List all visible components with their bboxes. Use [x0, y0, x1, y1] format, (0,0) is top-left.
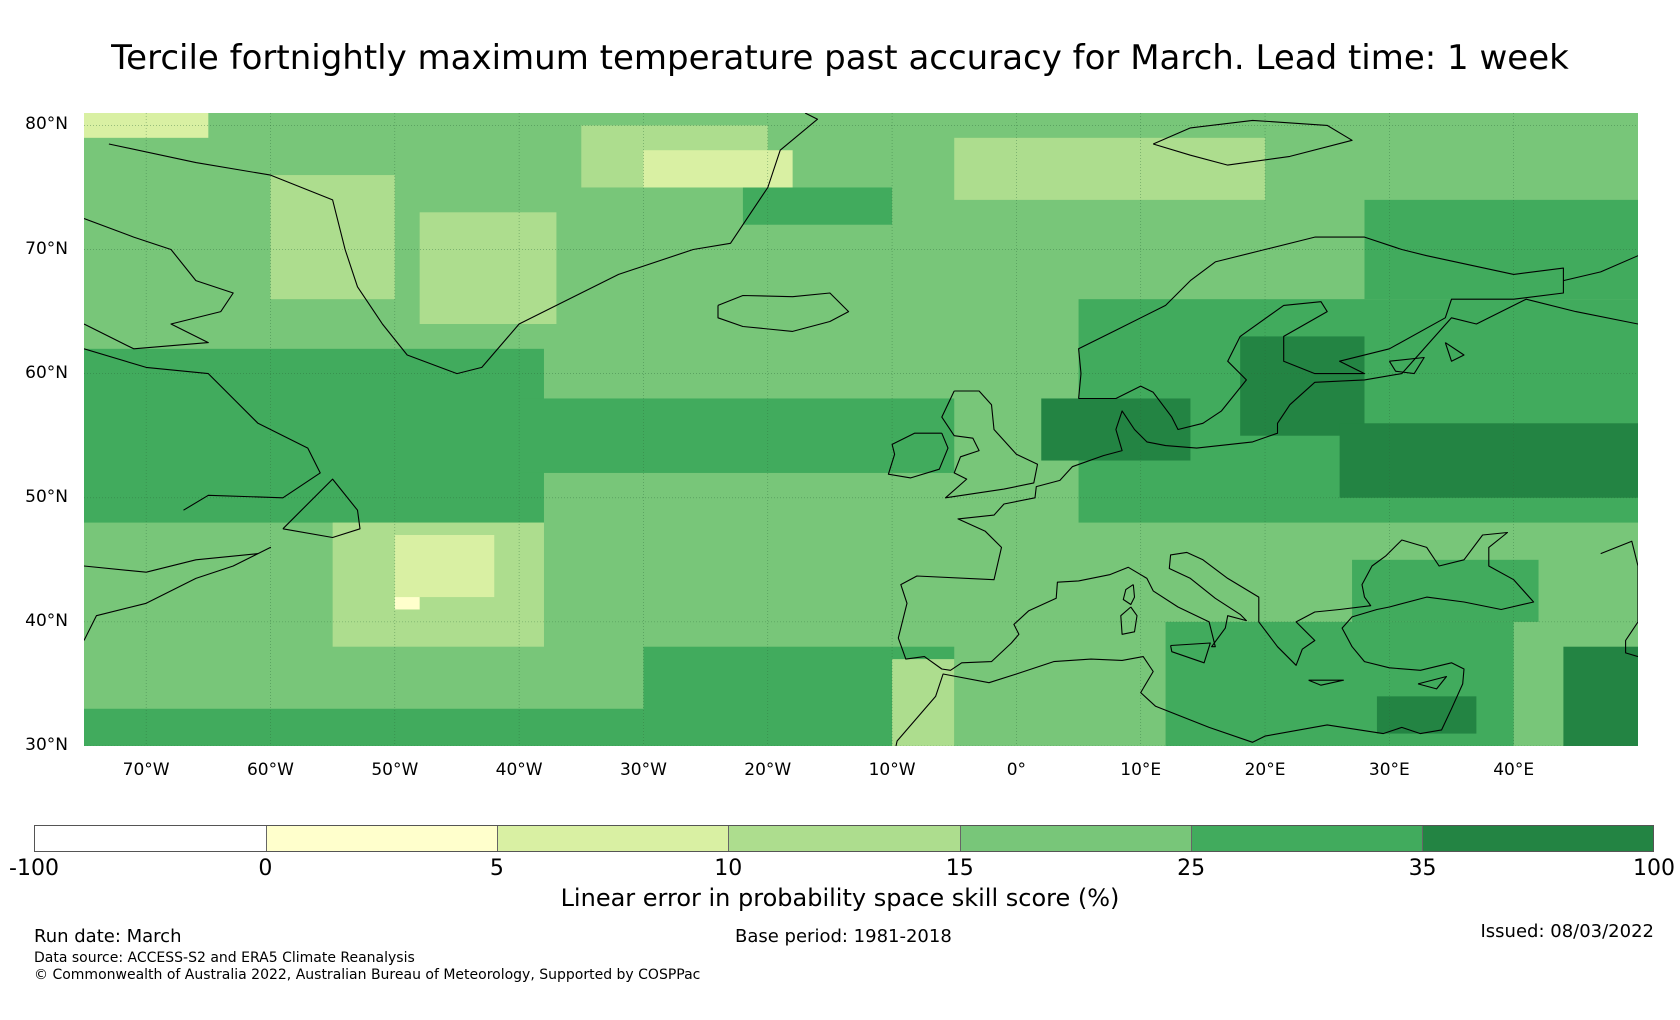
coastline-scandinavia	[1078, 236, 1564, 431]
longitude-label: 70°W	[122, 760, 170, 780]
colorbar-bin-10	[728, 826, 960, 851]
colorbar-tick-label: 5	[489, 856, 504, 881]
skill-region-10-15	[270, 175, 395, 300]
colorbar-tick-label: -100	[9, 856, 59, 881]
skill-region-25-35	[84, 708, 644, 746]
latitude-label: 30°N	[25, 735, 68, 755]
skill-region-35-100	[1339, 423, 1638, 498]
coastline-nova-scotia	[84, 546, 272, 641]
skill-region-5-10	[643, 150, 793, 188]
coastline-ireland	[887, 432, 949, 479]
latitude-label: 50°N	[25, 486, 68, 507]
skill-map	[84, 113, 1638, 746]
skill-region-10-15	[954, 137, 1266, 200]
skill-map-canvas	[84, 113, 1638, 746]
issued-date: Issued: 08/03/2022	[1480, 921, 1654, 942]
longitude-label: 20°E	[1244, 760, 1286, 780]
colorbar-tick-label: 10	[714, 856, 743, 881]
skill-region-35-100	[1376, 696, 1477, 734]
longitude-label: 20°W	[744, 760, 792, 780]
longitude-label: 40°E	[1493, 760, 1535, 780]
coastline-sardinia	[1120, 606, 1138, 635]
skill-region-5-10	[394, 535, 495, 598]
longitude-label: 10°E	[1120, 760, 1162, 780]
colorbar-bin-5	[497, 826, 729, 851]
coastline-labrador	[84, 348, 321, 511]
coastline-ladoga	[1388, 356, 1425, 375]
coastline-great-britain	[941, 390, 1039, 499]
colorbar-bin-0	[266, 826, 498, 851]
coastline-europe-mainland	[895, 298, 1638, 746]
coastline-svalbard	[1152, 119, 1353, 166]
colorbar-tick-label: 35	[1408, 856, 1437, 881]
base-period: Base period: 1981-2018	[735, 926, 952, 947]
skill-region-25-35	[742, 187, 893, 225]
latitude-label: 60°N	[25, 362, 68, 383]
chart-title: Tercile fortnightly maximum temperature …	[111, 38, 1569, 78]
colorbar-bin--100	[35, 826, 267, 851]
longitude-label: 50°W	[371, 760, 419, 780]
colorbar-tick-label: 0	[258, 856, 273, 881]
colorbar-tick-label: 100	[1633, 856, 1675, 881]
longitude-label: 10°W	[868, 760, 916, 780]
coastline-cyprus	[1417, 675, 1448, 690]
coastline-iceland	[717, 292, 850, 332]
colorbar-label: Linear error in probability space skill …	[560, 884, 1120, 912]
colorbar-bin-35	[1421, 826, 1653, 851]
longitude-label: 40°W	[495, 760, 543, 780]
longitude-label: 60°W	[246, 760, 294, 780]
coastline-corsica	[1122, 584, 1136, 606]
skill-region-25-35	[1352, 559, 1539, 622]
run-date: Run date: March	[34, 926, 182, 947]
colorbar	[34, 825, 1654, 852]
longitude-label: 30°E	[1368, 760, 1410, 780]
skill-region-25-35	[84, 348, 544, 523]
colorbar-bin-25	[1190, 826, 1422, 851]
latitude-label: 70°N	[25, 238, 68, 259]
copyright: © Commonwealth of Australia 2022, Austra…	[34, 967, 701, 983]
data-source: Data source: ACCESS-S2 and ERA5 Climate …	[34, 950, 415, 966]
skill-region-0-5	[394, 597, 420, 610]
skill-region-10-15	[419, 212, 557, 324]
skill-region-35-100	[1240, 336, 1365, 436]
latitude-label: 80°N	[25, 114, 68, 135]
coastline-caspian	[1600, 540, 1638, 658]
skill-region-10-15	[892, 659, 955, 746]
longitude-label: 30°W	[619, 760, 667, 780]
coastline-newfoundland	[282, 478, 361, 539]
latitude-label: 40°N	[25, 610, 68, 631]
colorbar-tick-label: 15	[945, 856, 974, 881]
skill-region-35-100	[1563, 646, 1638, 746]
coastline-baffin-island	[84, 217, 234, 350]
coastline-greenland	[108, 113, 819, 375]
colorbar-tick-label: 25	[1177, 856, 1206, 881]
coastline-sicily	[1170, 642, 1211, 664]
coastline-onega	[1444, 342, 1465, 362]
skill-region-25-35	[519, 398, 955, 473]
longitude-label: 0°	[1006, 760, 1027, 780]
coastline-novaya-zemlya-edge	[1563, 255, 1638, 282]
coastline-crete	[1308, 679, 1344, 686]
colorbar-bin-15	[959, 826, 1191, 851]
